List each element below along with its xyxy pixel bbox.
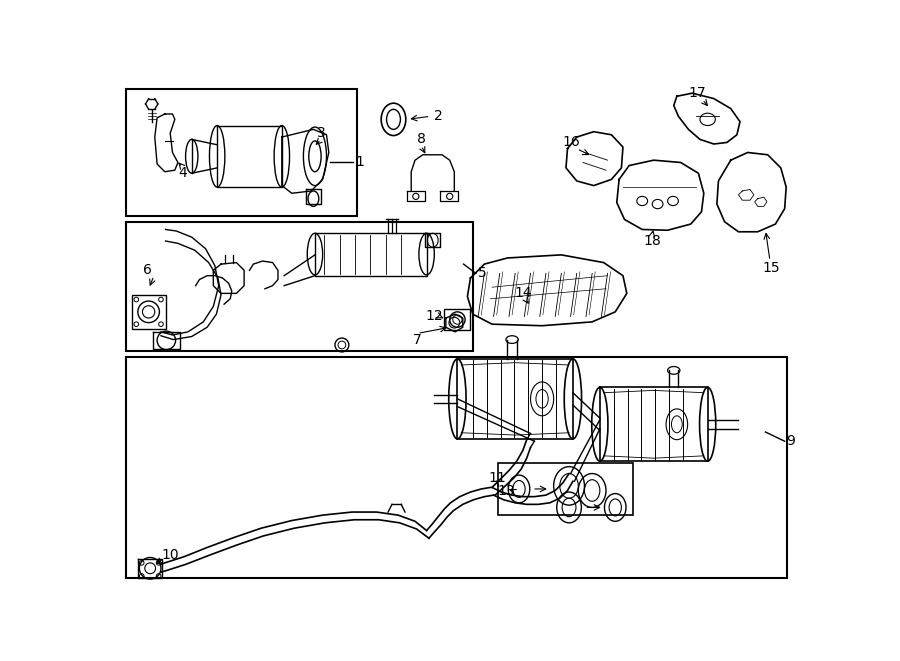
Text: 10: 10 — [161, 548, 179, 562]
Text: 18: 18 — [644, 234, 662, 248]
Text: 4: 4 — [178, 167, 187, 180]
Bar — [445, 309, 471, 330]
Bar — [499, 463, 633, 515]
Text: 14: 14 — [514, 286, 532, 300]
Text: 15: 15 — [762, 261, 780, 275]
Text: 3: 3 — [317, 126, 326, 140]
Text: 2: 2 — [434, 109, 443, 124]
Bar — [126, 356, 787, 578]
Bar — [126, 222, 472, 351]
Bar — [131, 295, 166, 329]
Text: 16: 16 — [562, 136, 580, 149]
Text: 5: 5 — [478, 266, 486, 280]
Bar — [126, 89, 357, 215]
Text: 11: 11 — [489, 471, 507, 485]
Text: 13: 13 — [497, 485, 515, 498]
Text: 8: 8 — [417, 132, 426, 146]
Text: 7: 7 — [413, 332, 422, 346]
Text: 1: 1 — [356, 155, 364, 169]
Text: 12: 12 — [426, 309, 443, 323]
Text: 6: 6 — [143, 263, 152, 277]
Text: 9: 9 — [787, 434, 796, 448]
Text: 17: 17 — [688, 86, 706, 100]
